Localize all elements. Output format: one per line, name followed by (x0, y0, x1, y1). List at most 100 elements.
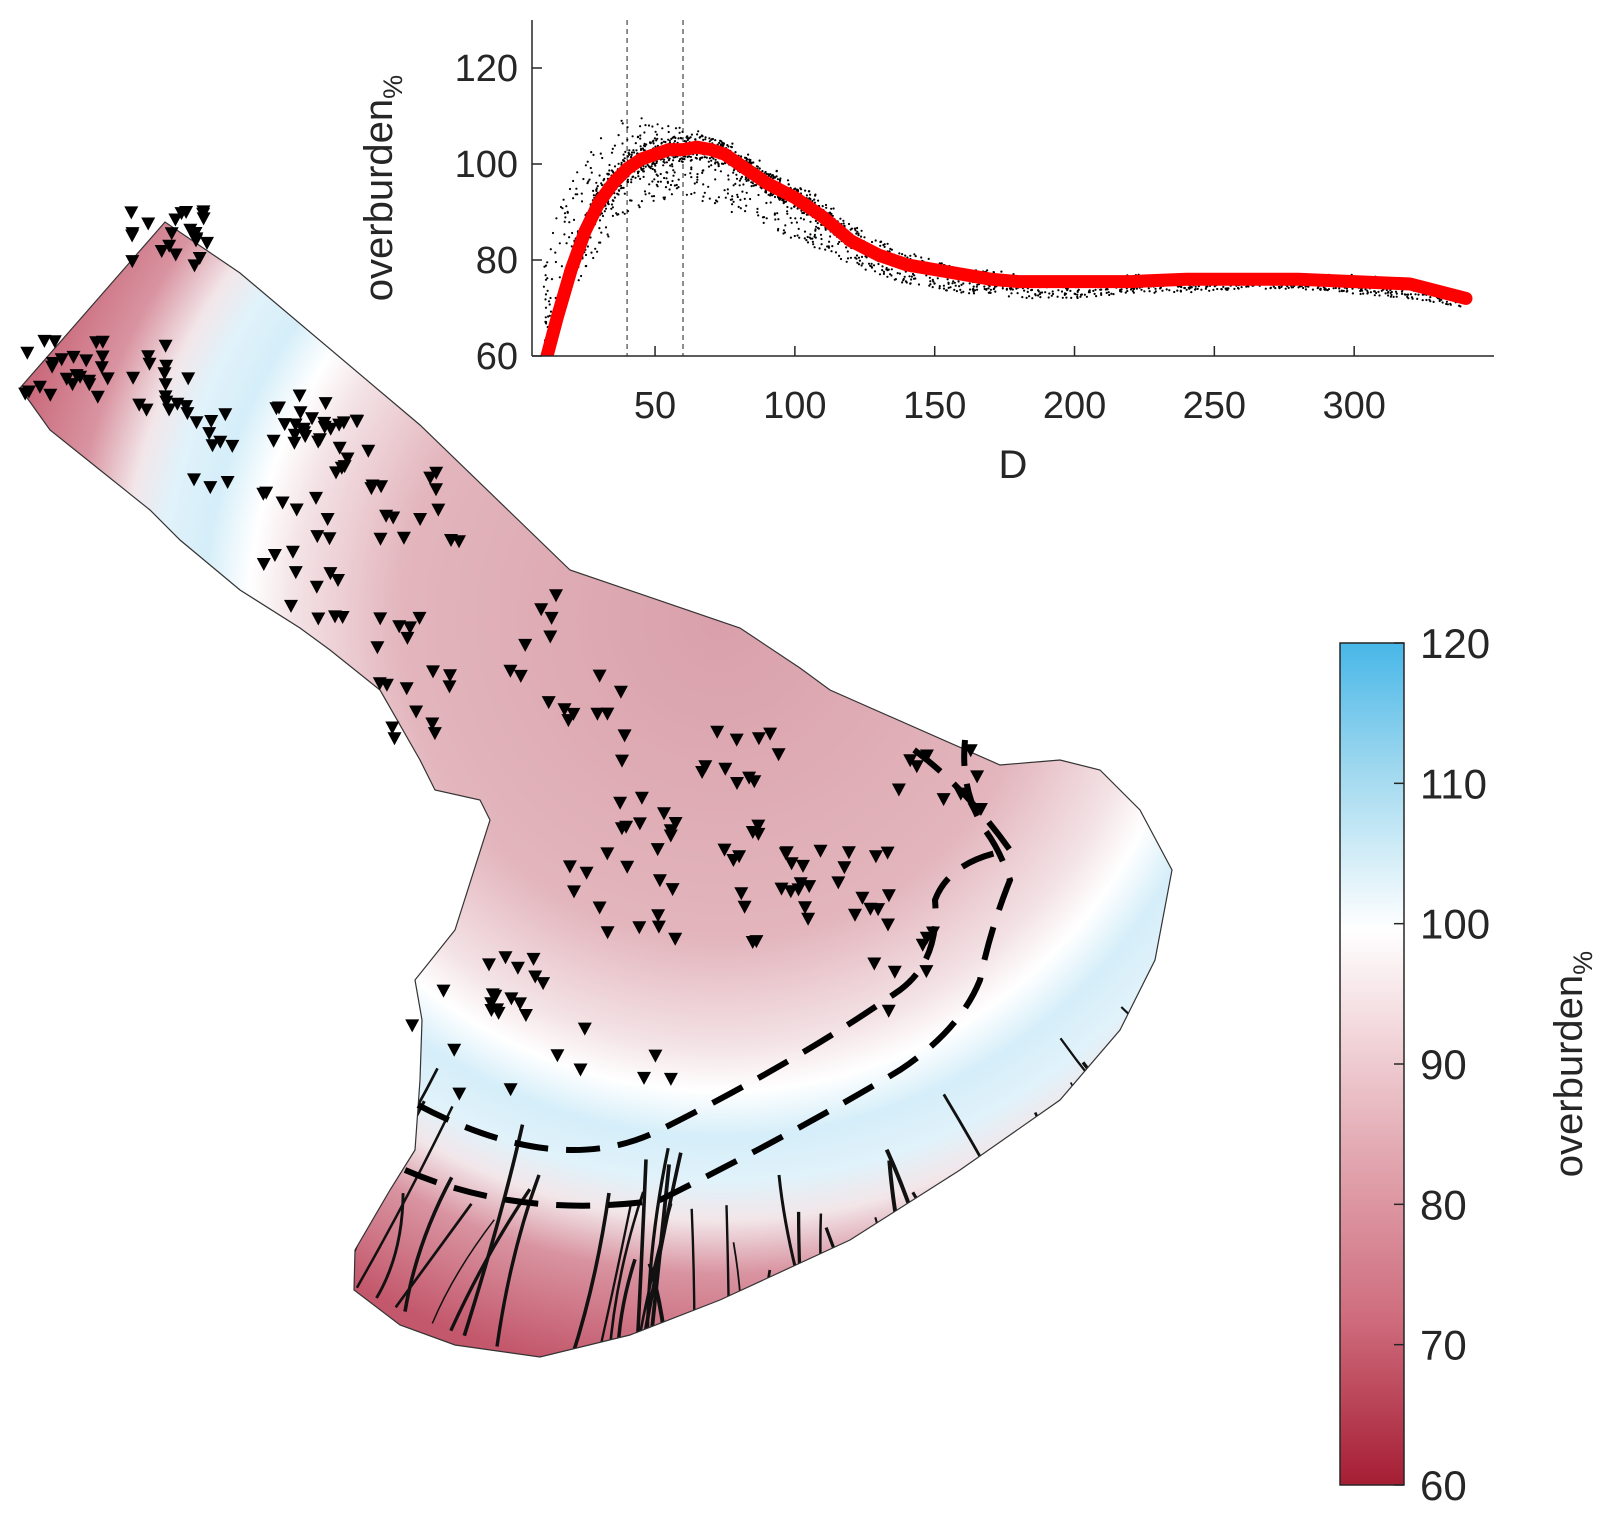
scatter-point (856, 261, 859, 264)
station-marker-triangle (350, 415, 365, 429)
scatter-point (667, 138, 670, 141)
station-marker-triangle (536, 977, 551, 991)
scatter-point (968, 292, 971, 295)
scatter-point (674, 136, 677, 140)
station-marker-triangle (372, 677, 387, 691)
scatter-point (696, 176, 699, 179)
x-ticks: 50 100 150 200 250 300 (634, 346, 1386, 427)
channel-line (1074, 1102, 1157, 1244)
station-marker-triangle (663, 824, 678, 838)
scatter-point (659, 172, 662, 176)
station-marker-triangle (287, 428, 302, 442)
scatter-point (685, 193, 689, 196)
scatter-point (586, 160, 589, 163)
scatter-point (668, 157, 671, 160)
scatter-point (663, 161, 666, 164)
station-marker-triangle (256, 558, 271, 571)
scatter-point (628, 149, 631, 152)
scatter-point (882, 270, 886, 273)
scatter-point (1351, 292, 1354, 295)
scatter-point (704, 138, 707, 141)
scatter-point (606, 233, 609, 236)
scatter-point (765, 191, 768, 194)
scatter-point (589, 236, 592, 239)
station-marker-triangle (970, 770, 985, 784)
scatter-point (637, 175, 640, 178)
scatter-point (572, 179, 575, 183)
scatter-point (628, 153, 631, 156)
scatter-point (854, 256, 857, 259)
scatter-point (938, 287, 941, 290)
scatter-point (623, 192, 626, 195)
scatter-point (953, 288, 956, 291)
scatter-point (955, 290, 959, 293)
axes-lines (531, 20, 1494, 357)
station-marker-triangle (309, 580, 324, 594)
x-tick-label: 150 (903, 385, 966, 427)
scatter-point (783, 231, 787, 234)
scatter-point (860, 264, 863, 267)
scatter-point (1386, 291, 1389, 294)
scatter-point (610, 207, 613, 210)
scatter-point (675, 183, 678, 187)
scatter-point (653, 137, 657, 140)
scatter-point (987, 287, 990, 290)
scatter-point (717, 196, 721, 199)
scatter-point (726, 188, 729, 191)
station-marker-triangle (361, 444, 376, 458)
scatter-point (857, 263, 861, 266)
scatter-point (830, 250, 833, 253)
scatter-point (1236, 286, 1240, 290)
scatter-point (630, 181, 633, 184)
scatter-point (710, 164, 713, 167)
scatter-point (653, 178, 656, 181)
scatter-point (545, 372, 547, 374)
station-marker-triangle (293, 406, 308, 420)
scatter-point (700, 156, 703, 159)
scatter-point (740, 155, 743, 158)
scatter-point (642, 167, 645, 170)
scatter-point (613, 144, 617, 147)
station-marker-triangle (340, 452, 355, 466)
scatter-point (544, 274, 547, 277)
scatter-point (757, 193, 760, 197)
scatter-point (1200, 288, 1203, 291)
scatter-point (702, 183, 705, 186)
scatter-point (1070, 296, 1073, 299)
scatter-point (1445, 302, 1448, 306)
scatter-point (881, 265, 884, 268)
scatter-point (945, 289, 948, 292)
scatter-point (846, 250, 849, 253)
scatter-point (549, 248, 552, 251)
station-marker-triangle (557, 703, 572, 717)
scatter-point (588, 178, 591, 181)
scatter-point (898, 272, 902, 275)
channel-line (876, 1233, 907, 1357)
scatter-point (1373, 290, 1376, 293)
scatter-point (795, 221, 799, 224)
scatter-point (654, 130, 657, 133)
station-marker-triangle (751, 732, 766, 746)
scatter-point (647, 124, 651, 127)
scatter-point (1302, 286, 1305, 290)
station-marker-triangle (329, 466, 343, 480)
scatter-point (701, 171, 704, 174)
station-marker-triangle (45, 360, 60, 374)
scatter-point (689, 155, 693, 158)
scatter-point (673, 140, 677, 143)
scatter-point (1011, 288, 1014, 291)
scatter-point (1190, 291, 1193, 294)
scatter-point (1140, 288, 1143, 291)
station-marker-triangle (592, 901, 607, 915)
scatter-point (920, 256, 923, 259)
x-tick-label: 50 (634, 385, 676, 427)
station-marker-triangle (919, 749, 934, 763)
scatter-point (622, 159, 625, 162)
station-marker-triangle (936, 793, 951, 807)
station-marker-triangle (412, 611, 427, 625)
scatter-point (913, 274, 916, 277)
scatter-point (739, 198, 742, 201)
scatter-point (740, 175, 744, 178)
station-marker-triangle (863, 902, 878, 916)
scatter-point (1366, 289, 1369, 292)
